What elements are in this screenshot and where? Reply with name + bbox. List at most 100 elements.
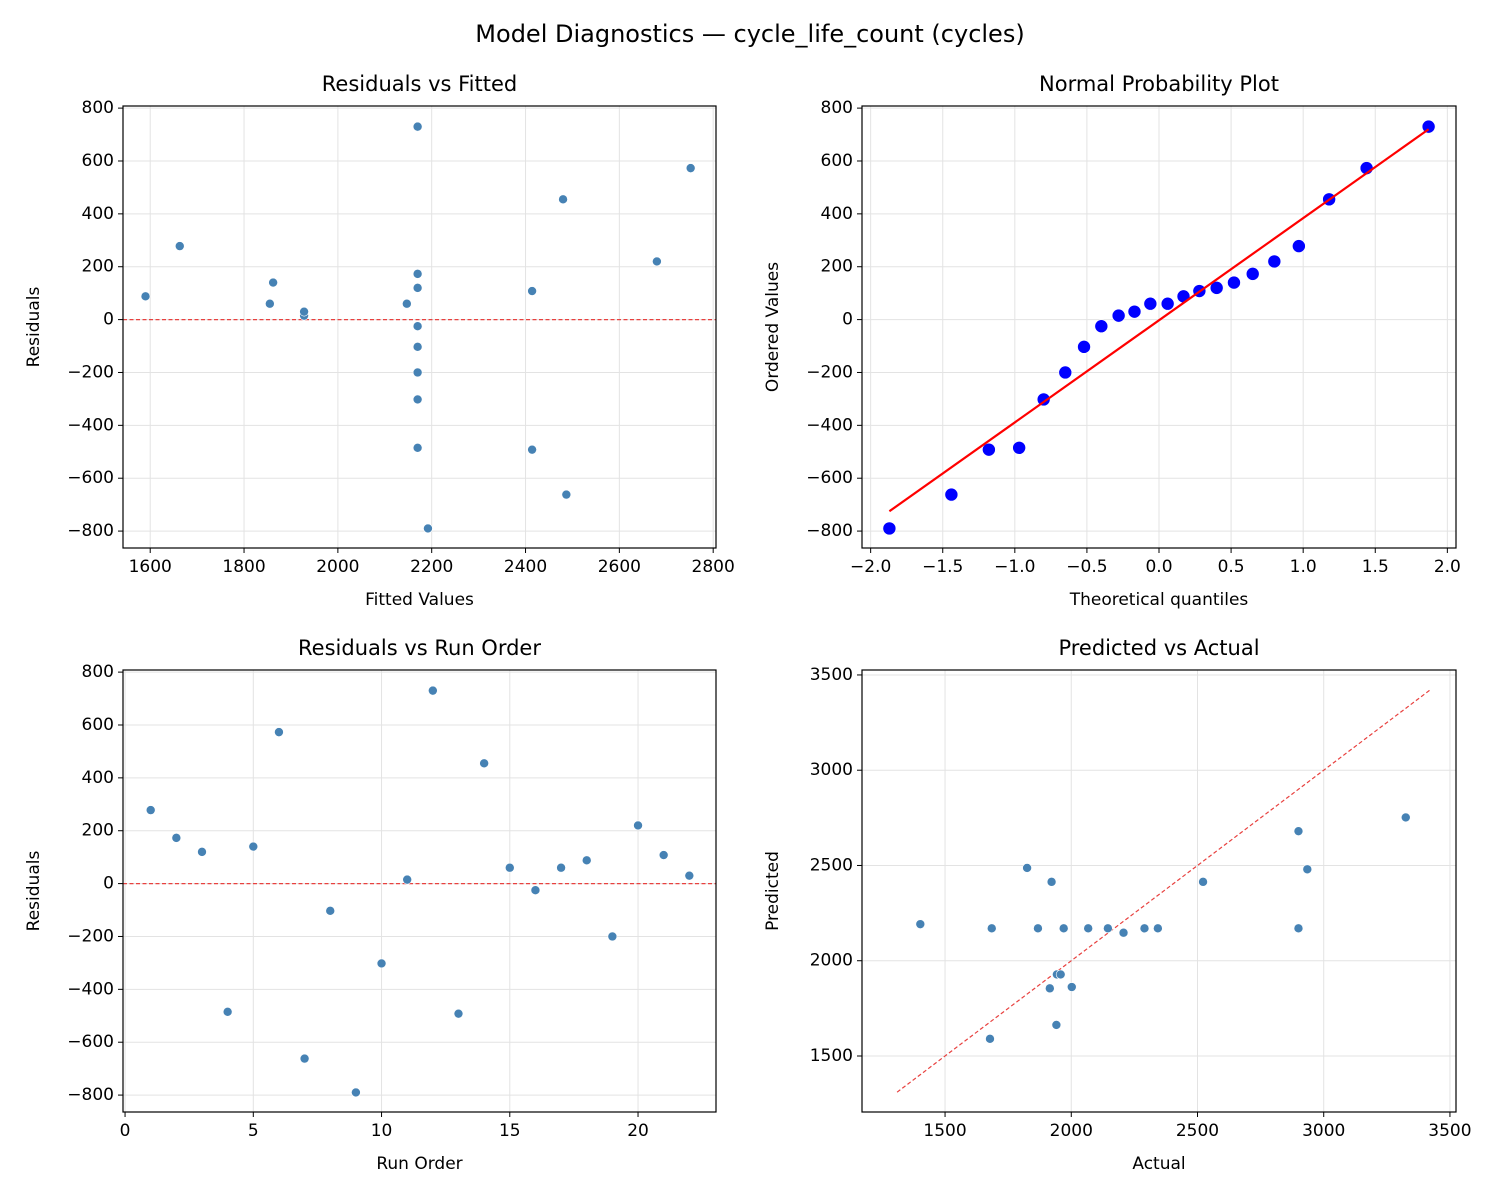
x-tick-label: 10: [371, 1121, 393, 1141]
data-point: [412, 321, 423, 332]
figure-title: Model Diagnostics — cycle_life_count (cy…: [475, 20, 1024, 48]
data-point: [1083, 923, 1093, 934]
data-point: [985, 1034, 995, 1044]
y-axis-label: Predicted: [763, 851, 783, 931]
data-point: [423, 523, 433, 534]
data-point: [140, 291, 151, 302]
data-point: [986, 923, 997, 934]
data-point: [1127, 304, 1142, 319]
y-tick-label: 600: [821, 151, 853, 171]
subplot-title: Residuals vs Run Order: [298, 636, 541, 660]
y-tick-label: 200: [821, 257, 853, 277]
data-point: [1045, 983, 1055, 994]
data-point: [1058, 923, 1069, 934]
y-tick-label: 0: [103, 310, 114, 330]
data-point: [1066, 982, 1077, 992]
data-point: [607, 931, 618, 942]
y-tick-label: −600: [67, 1032, 114, 1052]
data-point: [1058, 365, 1073, 380]
subplot-title: Normal Probability Plot: [1039, 72, 1279, 96]
subplot-title: Residuals vs Fitted: [322, 72, 517, 96]
data-point: [1245, 267, 1260, 281]
y-tick-label: −400: [806, 415, 853, 435]
x-tick-label: 1500: [923, 1121, 966, 1141]
y-tick-label: 0: [103, 874, 114, 894]
data-point: [558, 194, 568, 205]
x-tick-label: 2500: [1176, 1121, 1219, 1141]
x-tick-label: 2000: [316, 557, 359, 577]
x-tick-label: −2.0: [850, 557, 891, 577]
data-point: [412, 283, 423, 293]
x-tick-label: 2600: [598, 557, 641, 577]
data-point: [412, 394, 423, 405]
data-point: [412, 269, 423, 279]
data-point: [248, 841, 259, 852]
x-tick-label: −1.0: [994, 557, 1035, 577]
data-point: [556, 862, 566, 873]
data-point: [1036, 392, 1051, 407]
y-tick-label: 200: [82, 257, 114, 277]
data-point: [882, 521, 897, 536]
y-tick-label: −200: [806, 362, 853, 382]
y-tick-label: 800: [821, 98, 853, 118]
y-tick-label: −200: [67, 926, 114, 946]
x-tick-label: 20: [627, 1121, 649, 1141]
data-point: [561, 489, 572, 500]
x-tick-label: 0.5: [1218, 557, 1245, 577]
data-point: [412, 342, 423, 352]
data-point: [1033, 923, 1043, 934]
data-point: [1209, 281, 1224, 295]
data-point: [174, 241, 185, 251]
data-point: [222, 1007, 233, 1017]
data-point: [1012, 441, 1026, 455]
data-point: [412, 443, 423, 453]
x-axis-label: Fitted Values: [365, 590, 474, 610]
y-tick-label: −600: [67, 468, 114, 488]
data-point: [1292, 239, 1306, 253]
data-point: [915, 919, 926, 929]
x-tick-label: 2200: [410, 557, 453, 577]
x-tick-label: 15: [499, 1121, 521, 1141]
x-tick-label: 2800: [692, 557, 735, 577]
data-point: [402, 298, 412, 309]
data-point: [1153, 923, 1163, 934]
data-point: [453, 1008, 464, 1019]
y-tick-label: 400: [82, 768, 114, 788]
axes-frame: [122, 669, 717, 1113]
data-point: [944, 487, 959, 502]
axes-frame: [861, 105, 1457, 549]
y-tick-label: 400: [82, 204, 114, 224]
y-tick-label: 600: [82, 151, 114, 171]
x-tick-label: 2.0: [1434, 557, 1461, 577]
data-point: [1400, 812, 1411, 823]
x-tick-label: 5: [248, 1121, 259, 1141]
y-axis-label: Ordered Values: [763, 262, 783, 392]
data-point: [1077, 340, 1091, 354]
x-axis-label: Run Order: [376, 1154, 462, 1174]
x-tick-label: 3500: [1428, 1121, 1471, 1141]
y-tick-label: 1500: [810, 1046, 853, 1066]
data-point: [376, 958, 387, 969]
x-tick-label: 0.0: [1145, 557, 1172, 577]
data-point: [1022, 863, 1032, 873]
subplot-title: Predicted vs Actual: [1058, 636, 1259, 660]
y-tick-label: 2000: [810, 951, 853, 971]
y-tick-label: 200: [82, 821, 114, 841]
data-point: [685, 163, 696, 173]
data-point: [428, 685, 438, 696]
x-tick-label: 1800: [222, 557, 265, 577]
y-tick-label: 2500: [810, 855, 853, 875]
x-tick-label: −0.5: [1066, 557, 1107, 577]
y-tick-label: 600: [82, 715, 114, 735]
data-point: [1227, 275, 1241, 290]
data-point: [145, 805, 156, 815]
y-tick-label: 0: [842, 310, 853, 330]
data-point: [412, 367, 423, 378]
y-tick-label: −800: [806, 521, 853, 541]
data-point: [1302, 864, 1313, 875]
x-tick-label: 2400: [504, 557, 547, 577]
x-tick-label: 2000: [1050, 1121, 1093, 1141]
data-point: [1139, 923, 1150, 934]
y-axis-label: Residuals: [24, 851, 44, 932]
y-tick-label: 800: [82, 662, 114, 682]
